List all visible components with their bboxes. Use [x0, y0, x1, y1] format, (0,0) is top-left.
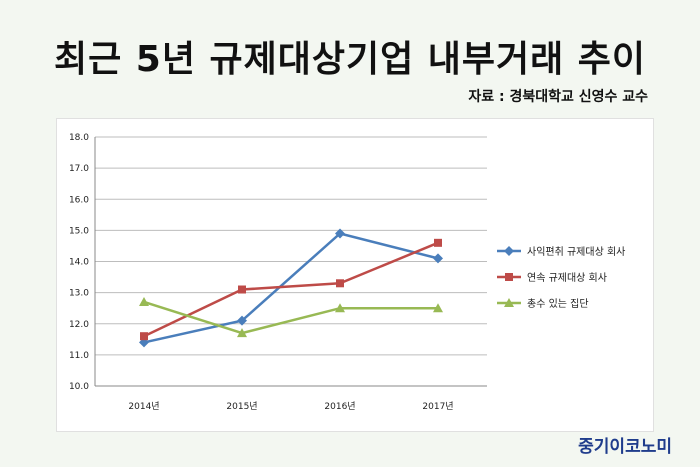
data-point [237, 328, 247, 338]
brand-logo: 중기이코노미 [578, 437, 672, 457]
y-tick-label: 16.0 [69, 195, 89, 205]
data-point [434, 238, 442, 247]
y-tick-label: 11.0 [69, 351, 89, 361]
y-tick-label: 15.0 [69, 226, 89, 236]
y-tick-label: 14.0 [69, 258, 89, 268]
x-tick-label: 2017년 [422, 401, 453, 412]
series-line-2 [143, 241, 439, 338]
legend-marker [505, 273, 513, 281]
line-chart: 10.0 11.0 12.0 13.0 14.0 15.0 16.0 17.0 18.0 2014… [56, 118, 654, 432]
data-point [140, 332, 148, 341]
legend-marker [504, 298, 514, 307]
y-tick-label: 17.0 [69, 164, 89, 174]
legend-label: 총수 있는 집단 [527, 298, 589, 310]
x-tick-label: 2014년 [128, 401, 159, 412]
legend-marker [504, 246, 514, 256]
legend-label: 사익편취 규제대상 회사 [527, 246, 625, 258]
data-point [335, 228, 345, 239]
data-point [238, 285, 246, 294]
data-point [139, 296, 149, 306]
data-point [433, 303, 443, 313]
y-tick-label: 10.0 [69, 382, 89, 392]
data-point [139, 337, 149, 348]
data-point [433, 253, 443, 264]
x-tick-label: 2016년 [324, 401, 355, 412]
source-caption: 자료 : 경북대학교 신영수 교수 [468, 89, 648, 105]
y-tick-label: 12.0 [69, 320, 89, 330]
y-tick-label: 13.0 [69, 289, 89, 299]
legend-label: 연속 규제대상 회사 [527, 272, 607, 284]
data-point [336, 279, 344, 288]
data-point [335, 303, 345, 313]
series-line-3 [143, 300, 438, 335]
chart-svg: 10.0 11.0 12.0 13.0 14.0 15.0 16.0 17.0 18.0 2014… [69, 133, 625, 412]
y-tick-label: 18.0 [69, 133, 89, 143]
x-tick-label: 2015년 [226, 401, 257, 412]
page-title: 최근 5년 규제대상기업 내부거래 추이 [54, 39, 646, 80]
series-line-1 [143, 232, 439, 344]
data-point [237, 315, 247, 326]
